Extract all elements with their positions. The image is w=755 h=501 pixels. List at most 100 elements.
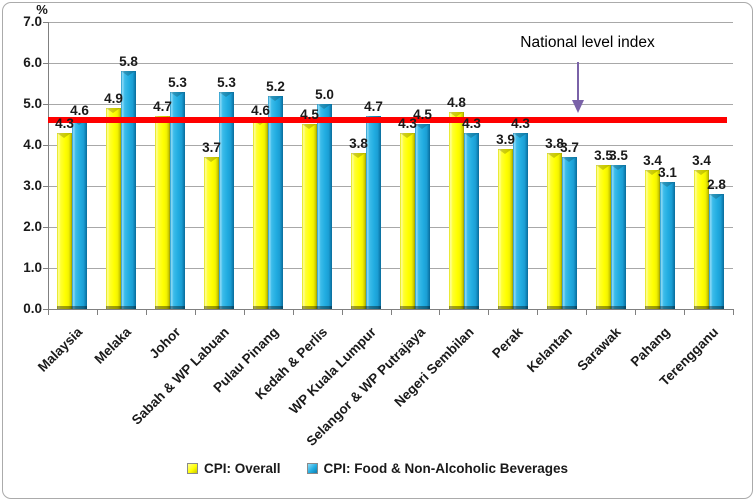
bar [694,170,709,309]
bar [106,108,121,309]
gridline [48,227,733,228]
bar-value-label: 4.3 [462,116,481,131]
bar-top-bevel [170,92,184,97]
x-axis-line [48,309,734,310]
x-axis-tick [293,310,294,315]
bar-top-bevel [415,124,429,129]
bar-base-shadow [72,306,87,309]
y-axis-tick [43,145,48,146]
bar-top-bevel [317,104,331,109]
bar [204,157,219,309]
national-level-reference-line [48,117,727,123]
bar-value-label: 4.6 [70,103,89,118]
bar-base-shadow [547,306,562,309]
y-axis-tick [43,22,48,23]
gridline [48,22,733,23]
y-axis-tick-label: 0.0 [23,301,42,316]
bar-value-label: 4.5 [413,107,432,122]
legend-swatch-icon [186,463,198,474]
bar [660,182,675,309]
bar [155,116,170,309]
bar-value-label: 4.3 [511,116,530,131]
bar [596,165,611,309]
y-axis-tick-label: 1.0 [23,260,42,275]
bar-top-bevel [645,170,659,175]
bar-base-shadow [219,306,234,309]
bar-value-label: 4.5 [300,107,319,122]
bar-base-shadow [121,306,136,309]
bar-base-shadow [106,306,121,309]
bar-top-bevel [694,170,708,175]
bar [170,92,185,309]
category-label: Johor [146,324,184,362]
x-axis-tick [244,310,245,315]
bar-base-shadow [694,306,709,309]
bar [645,170,660,309]
bar [611,165,626,309]
y-axis-tick [43,268,48,269]
bar-top-bevel [219,92,233,97]
bar-value-label: 3.4 [643,153,662,168]
bar-value-label: 4.9 [104,91,123,106]
legend-swatch-icon [306,463,318,474]
y-axis-tick-label: 7.0 [23,14,42,29]
legend-label: CPI: Overall [203,461,281,476]
bar-value-label: 5.3 [168,75,187,90]
bar [366,116,381,309]
bar-value-label: 3.7 [560,140,579,155]
bar-top-bevel [562,157,576,162]
category-label: Sarawak [574,324,624,374]
y-axis-tick-label: 5.0 [23,96,42,111]
bar-top-bevel [498,149,512,154]
bar-top-bevel [464,133,478,138]
bar [709,194,724,309]
y-axis-tick [43,104,48,105]
gridline [48,104,733,105]
y-axis-tick [43,186,48,187]
bar-base-shadow [645,306,660,309]
bar-value-label: 3.5 [609,148,628,163]
bar-top-bevel [268,96,282,101]
bar-value-label: 2.8 [707,177,726,192]
bar-base-shadow [155,306,170,309]
category-label: Kelantan [523,324,575,376]
category-label: Malaysia [35,324,86,375]
y-axis-tick-label: 4.0 [23,137,42,152]
x-axis-tick [342,310,343,315]
bar-top-bevel [660,182,674,187]
y-axis-tick-label: 2.0 [23,219,42,234]
bar [57,133,72,309]
bar-base-shadow [611,306,626,309]
annotation-arrow-icon [572,62,584,113]
bar-base-shadow [366,306,381,309]
bar-base-shadow [57,306,72,309]
bar-base-shadow [302,306,317,309]
bar-value-label: 4.3 [398,116,417,131]
legend-item: CPI: Overall [186,461,281,476]
y-axis-tick [43,309,48,310]
x-axis-tick [733,310,734,315]
y-axis-tick [43,227,48,228]
x-axis-tick [146,310,147,315]
bar-base-shadow [660,306,675,309]
bar-base-shadow [268,306,283,309]
x-axis-tick [586,310,587,315]
gridline [48,268,733,269]
y-axis-tick [43,63,48,64]
x-axis-tick [97,310,98,315]
bar-base-shadow [449,306,464,309]
bar [400,133,415,309]
bar-value-label: 5.0 [315,87,334,102]
bar-value-label: 4.7 [153,99,172,114]
x-axis-tick [439,310,440,315]
bar-top-bevel [400,133,414,138]
bar [547,153,562,309]
y-axis-tick-label: 3.0 [23,178,42,193]
bar [513,133,528,309]
bar-value-label: 4.6 [251,103,270,118]
gridline [48,145,733,146]
bar-value-label: 5.3 [217,75,236,90]
bar-base-shadow [562,306,577,309]
